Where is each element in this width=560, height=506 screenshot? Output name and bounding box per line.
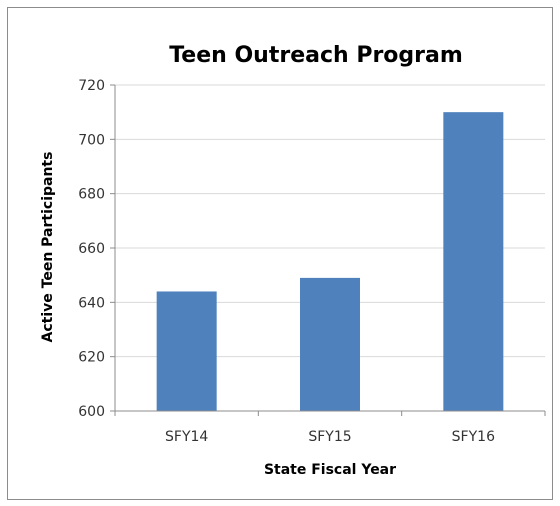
x-tick-label: SFY15 (308, 429, 351, 445)
y-tick-label: 640 (78, 295, 105, 311)
y-tick-label: 660 (78, 241, 105, 257)
chart-title: Teen Outreach Program (169, 43, 463, 68)
bar-sfy14 (156, 291, 217, 411)
x-tick-labels: SFY14 SFY15 SFY16 (114, 411, 546, 445)
bar-sfy16 (443, 112, 504, 412)
x-axis-title: State Fiscal Year (264, 462, 396, 478)
bars (156, 112, 504, 412)
x-tick-label: SFY16 (452, 429, 495, 445)
y-tick-label: 600 (78, 404, 105, 420)
y-tick-label: 700 (78, 132, 105, 148)
y-axis-title: Active Teen Participants (40, 152, 56, 343)
y-tick-label: 680 (78, 187, 105, 203)
y-tick-label: 720 (78, 78, 105, 94)
y-tick-label: 620 (78, 350, 105, 366)
bar-sfy15 (300, 277, 360, 411)
x-tick-label: SFY14 (165, 429, 208, 445)
y-tick-labels: 600 620 640 660 680 700 720 (78, 78, 115, 420)
